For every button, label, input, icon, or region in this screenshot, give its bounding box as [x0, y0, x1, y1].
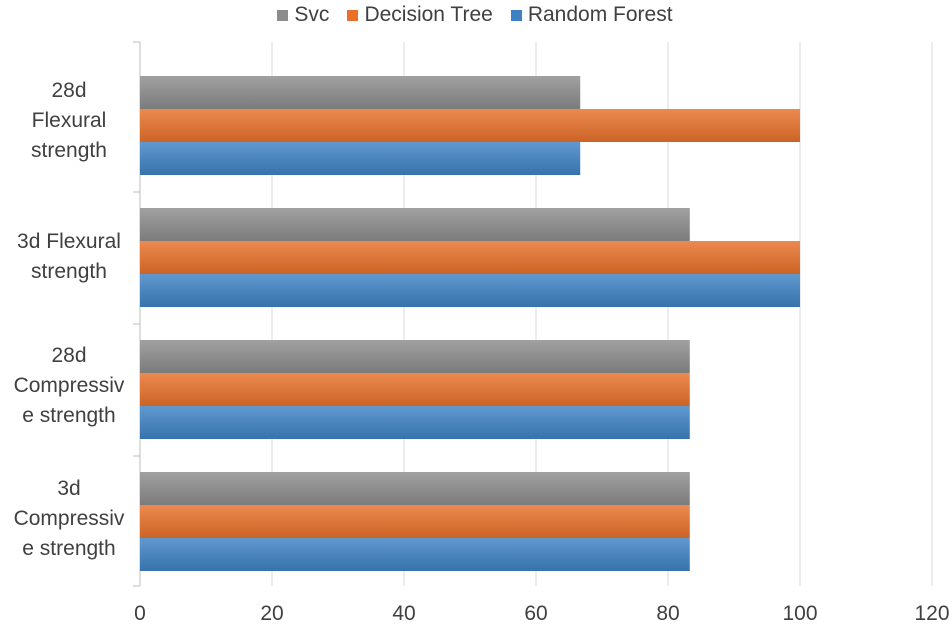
legend-label-svc: Svc — [294, 3, 330, 26]
x-tick-label: 100 — [782, 602, 818, 625]
x-tick-label: 80 — [656, 602, 680, 625]
x-tick-label: 60 — [524, 602, 548, 625]
legend-item-decision-tree: Decision Tree — [347, 3, 493, 27]
legend-label-random-forest: Random Forest — [527, 3, 673, 26]
category-label-28d-flexural: 28d Flexural strength — [31, 79, 107, 162]
bar-random-forest — [140, 406, 690, 439]
legend-swatch-svc — [277, 9, 289, 21]
legend-item-svc: Svc — [277, 3, 329, 27]
legend-label-decision-tree: Decision Tree — [364, 3, 493, 26]
bar-random-forest — [140, 538, 690, 571]
bar-random-forest — [140, 142, 581, 175]
bar-svc — [140, 340, 690, 373]
bar-svc — [140, 208, 690, 241]
category-label-28d-compressive: 28d Compressiv e strength — [13, 344, 125, 427]
bar-decision-tree — [140, 241, 800, 274]
x-tick-label: 20 — [260, 602, 284, 625]
category-label-3d-flexural: 3d Flexural strength — [17, 230, 121, 283]
x-tick-label: 120 — [914, 602, 950, 625]
category-label-3d-compressive: 3d Compressiv e strength — [13, 477, 125, 560]
legend-item-random-forest: Random Forest — [510, 3, 673, 27]
x-tick-label: 0 — [134, 602, 146, 625]
legend-swatch-decision-tree — [347, 9, 359, 21]
bar-svc — [140, 76, 581, 109]
chart-legend: Svc Decision Tree Random Forest — [0, 2, 950, 28]
bar-random-forest — [140, 274, 800, 307]
legend-swatch-random-forest — [510, 9, 522, 21]
x-tick-label: 40 — [392, 602, 416, 625]
bar-decision-tree — [140, 373, 690, 406]
bar-decision-tree — [140, 109, 800, 142]
bar-decision-tree — [140, 505, 690, 538]
bar-svc — [140, 472, 690, 505]
